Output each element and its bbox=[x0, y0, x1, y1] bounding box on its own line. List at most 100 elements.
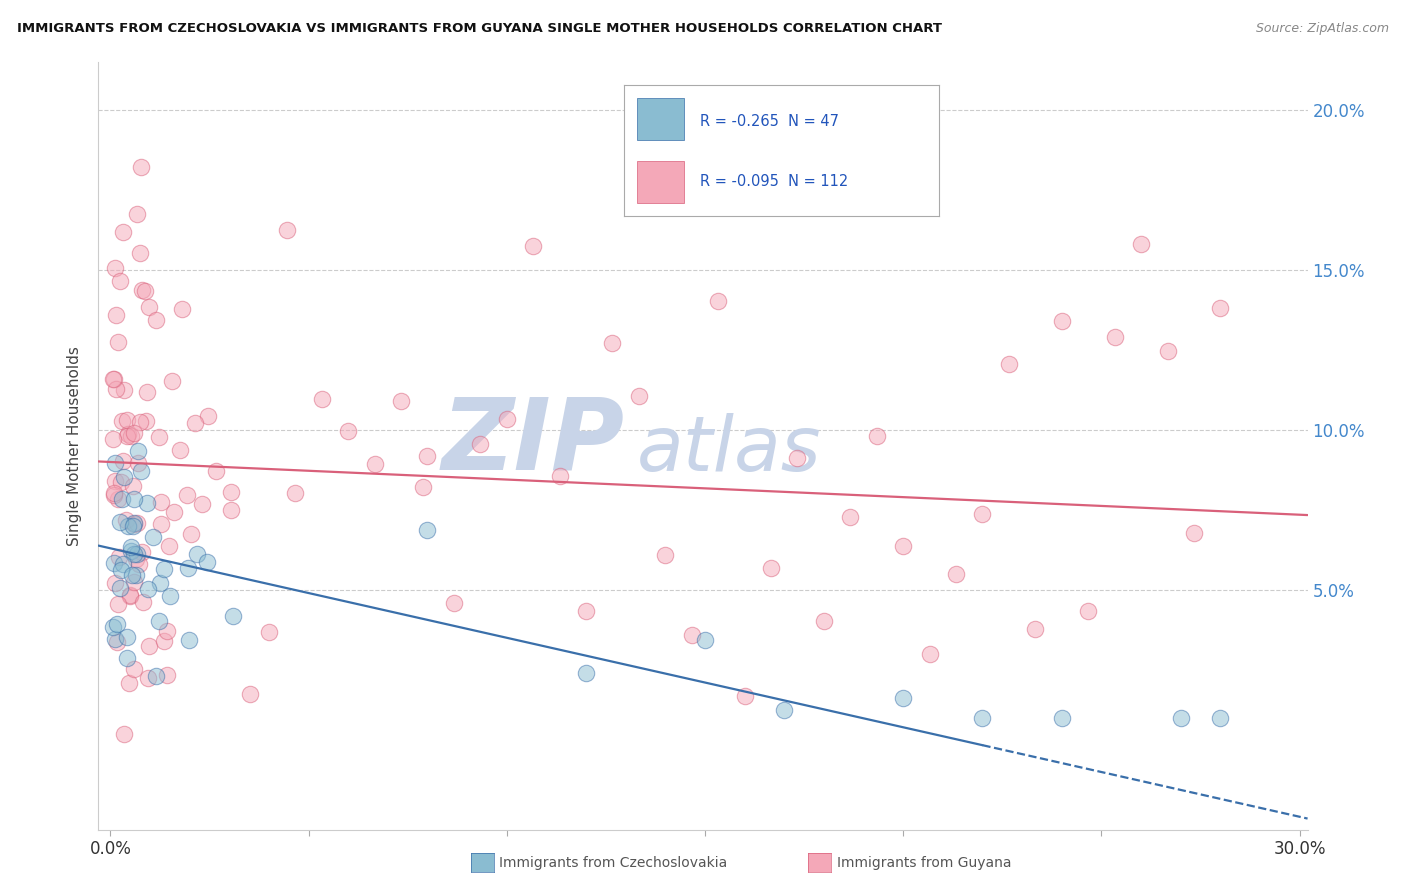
Point bbox=[1130, 236, 1153, 251]
Point bbox=[284, 486, 307, 500]
Point bbox=[145, 669, 167, 683]
Point bbox=[122, 491, 145, 506]
Point bbox=[257, 624, 280, 639]
Point bbox=[125, 516, 148, 530]
Point bbox=[105, 616, 128, 631]
Point bbox=[104, 632, 127, 646]
Point bbox=[149, 494, 172, 508]
Point bbox=[602, 335, 624, 350]
Point bbox=[145, 313, 167, 327]
Point bbox=[205, 464, 228, 478]
Point bbox=[142, 530, 165, 544]
Point bbox=[131, 464, 153, 478]
Point bbox=[156, 668, 179, 682]
Point bbox=[107, 492, 129, 507]
Point bbox=[416, 523, 439, 537]
Point bbox=[120, 429, 142, 443]
Point bbox=[575, 665, 598, 680]
Point bbox=[127, 207, 149, 221]
Point bbox=[103, 488, 125, 502]
Point bbox=[122, 479, 145, 493]
Point bbox=[172, 301, 194, 316]
Text: Immigrants from Guyana: Immigrants from Guyana bbox=[837, 856, 1011, 871]
Point bbox=[156, 624, 179, 638]
Point bbox=[891, 691, 914, 706]
Point bbox=[707, 293, 730, 308]
Point bbox=[470, 436, 492, 450]
Point bbox=[159, 589, 181, 603]
Point bbox=[389, 394, 412, 409]
Point bbox=[131, 545, 153, 559]
Point bbox=[104, 456, 127, 470]
Point bbox=[118, 588, 141, 602]
Y-axis label: Single Mother Households: Single Mother Households bbox=[67, 346, 83, 546]
Point bbox=[176, 488, 198, 502]
Text: IMMIGRANTS FROM CZECHOSLOVAKIA VS IMMIGRANTS FROM GUYANA SINGLE MOTHER HOUSEHOLD: IMMIGRANTS FROM CZECHOSLOVAKIA VS IMMIGR… bbox=[17, 22, 942, 36]
Point bbox=[127, 456, 149, 470]
Point bbox=[107, 334, 129, 349]
Point bbox=[693, 632, 716, 647]
Point bbox=[866, 428, 889, 442]
Point bbox=[734, 690, 756, 704]
Point bbox=[759, 561, 782, 575]
Point bbox=[108, 550, 131, 565]
Point bbox=[111, 454, 134, 468]
Point bbox=[197, 555, 219, 569]
Point bbox=[153, 633, 176, 648]
Point bbox=[1170, 711, 1192, 725]
Point bbox=[222, 609, 245, 624]
Point bbox=[134, 285, 156, 299]
Point bbox=[1209, 301, 1232, 316]
Point bbox=[120, 544, 142, 558]
Point bbox=[136, 496, 159, 510]
Point bbox=[148, 429, 170, 443]
Point bbox=[115, 428, 138, 442]
Point bbox=[125, 567, 148, 582]
Point bbox=[125, 552, 148, 566]
Point bbox=[129, 160, 152, 174]
Point bbox=[891, 539, 914, 553]
Point bbox=[416, 449, 439, 463]
Point bbox=[129, 246, 152, 260]
Point bbox=[786, 450, 808, 465]
Point bbox=[239, 687, 262, 701]
Point bbox=[124, 547, 146, 561]
Point bbox=[103, 485, 125, 500]
Point bbox=[839, 510, 862, 524]
Point bbox=[1104, 330, 1126, 344]
Point bbox=[136, 385, 159, 400]
Point bbox=[918, 647, 941, 661]
Point bbox=[115, 412, 138, 426]
Point bbox=[122, 516, 145, 530]
Point bbox=[186, 547, 208, 561]
Point bbox=[103, 260, 125, 275]
Point bbox=[813, 614, 835, 628]
Point bbox=[157, 539, 180, 553]
Point bbox=[998, 357, 1021, 371]
Point bbox=[1024, 622, 1046, 636]
Point bbox=[103, 372, 125, 386]
Point bbox=[135, 414, 157, 428]
Point bbox=[945, 567, 967, 582]
Text: atlas: atlas bbox=[637, 413, 821, 487]
Point bbox=[112, 469, 135, 483]
Point bbox=[111, 491, 134, 506]
Point bbox=[110, 563, 132, 577]
Point bbox=[115, 650, 138, 665]
Point bbox=[112, 726, 135, 740]
Point bbox=[276, 222, 298, 236]
Point bbox=[117, 519, 139, 533]
Point bbox=[108, 515, 131, 529]
Point bbox=[108, 274, 131, 288]
Point bbox=[138, 582, 160, 596]
Point bbox=[112, 383, 135, 397]
Point bbox=[107, 597, 129, 611]
Point bbox=[149, 576, 172, 591]
Point bbox=[138, 639, 160, 653]
Point bbox=[138, 300, 160, 314]
Point bbox=[124, 575, 146, 590]
Point bbox=[681, 628, 703, 642]
Point bbox=[111, 414, 134, 428]
Point bbox=[180, 527, 202, 541]
Point bbox=[311, 392, 333, 406]
